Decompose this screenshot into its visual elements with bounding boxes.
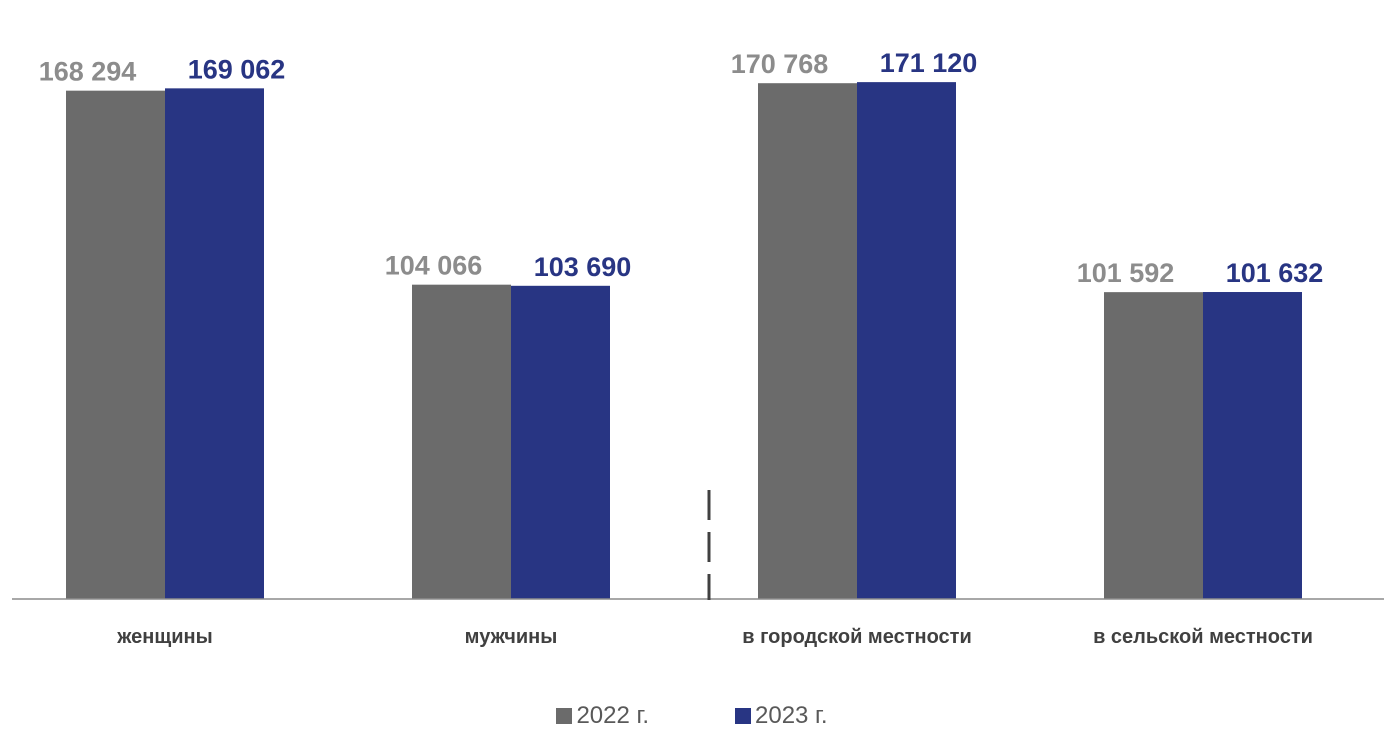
bar-2022-0 — [66, 90, 165, 599]
data-label-2023-3: 101 632 — [1226, 258, 1324, 288]
data-label-2022-1: 104 066 — [385, 251, 483, 281]
category-label-2: в городской местности — [742, 626, 972, 648]
category-label-1: мужчины — [465, 626, 558, 648]
data-label-2022-0: 168 294 — [39, 57, 137, 87]
data-label-2023-0: 169 062 — [188, 54, 286, 84]
legend-label-2022: 2022 г. — [576, 702, 649, 729]
bar-2022-1 — [412, 284, 511, 599]
data-label-2022-3: 101 592 — [1077, 258, 1175, 288]
legend: 2022 г. 2023 г. — [0, 702, 1384, 729]
bar-chart: 168 294 169 062 женщины 104 066 103 690 мужчи… — [12, 48, 1384, 648]
data-label-2023-1: 103 690 — [534, 252, 632, 282]
data-label-2022-2: 170 768 — [731, 49, 829, 79]
category-label-3: в сельской местности — [1093, 626, 1313, 648]
bar-2023-3 — [1203, 292, 1302, 599]
bar-2023-2 — [857, 82, 956, 600]
legend-swatch-2023 — [735, 708, 751, 724]
bar-2022-3 — [1104, 292, 1203, 599]
category-label-0: женщины — [116, 626, 212, 648]
bar-2023-0 — [165, 88, 264, 599]
legend-item-2023: 2023 г. — [735, 702, 828, 729]
legend-label-2023: 2023 г. — [755, 702, 828, 729]
data-label-2023-2: 171 120 — [880, 48, 978, 78]
legend-swatch-2022 — [556, 708, 573, 724]
bar-2022-2 — [758, 83, 857, 600]
legend-item-2022: 2022 г. — [556, 702, 649, 729]
bar-2023-1 — [511, 285, 610, 599]
